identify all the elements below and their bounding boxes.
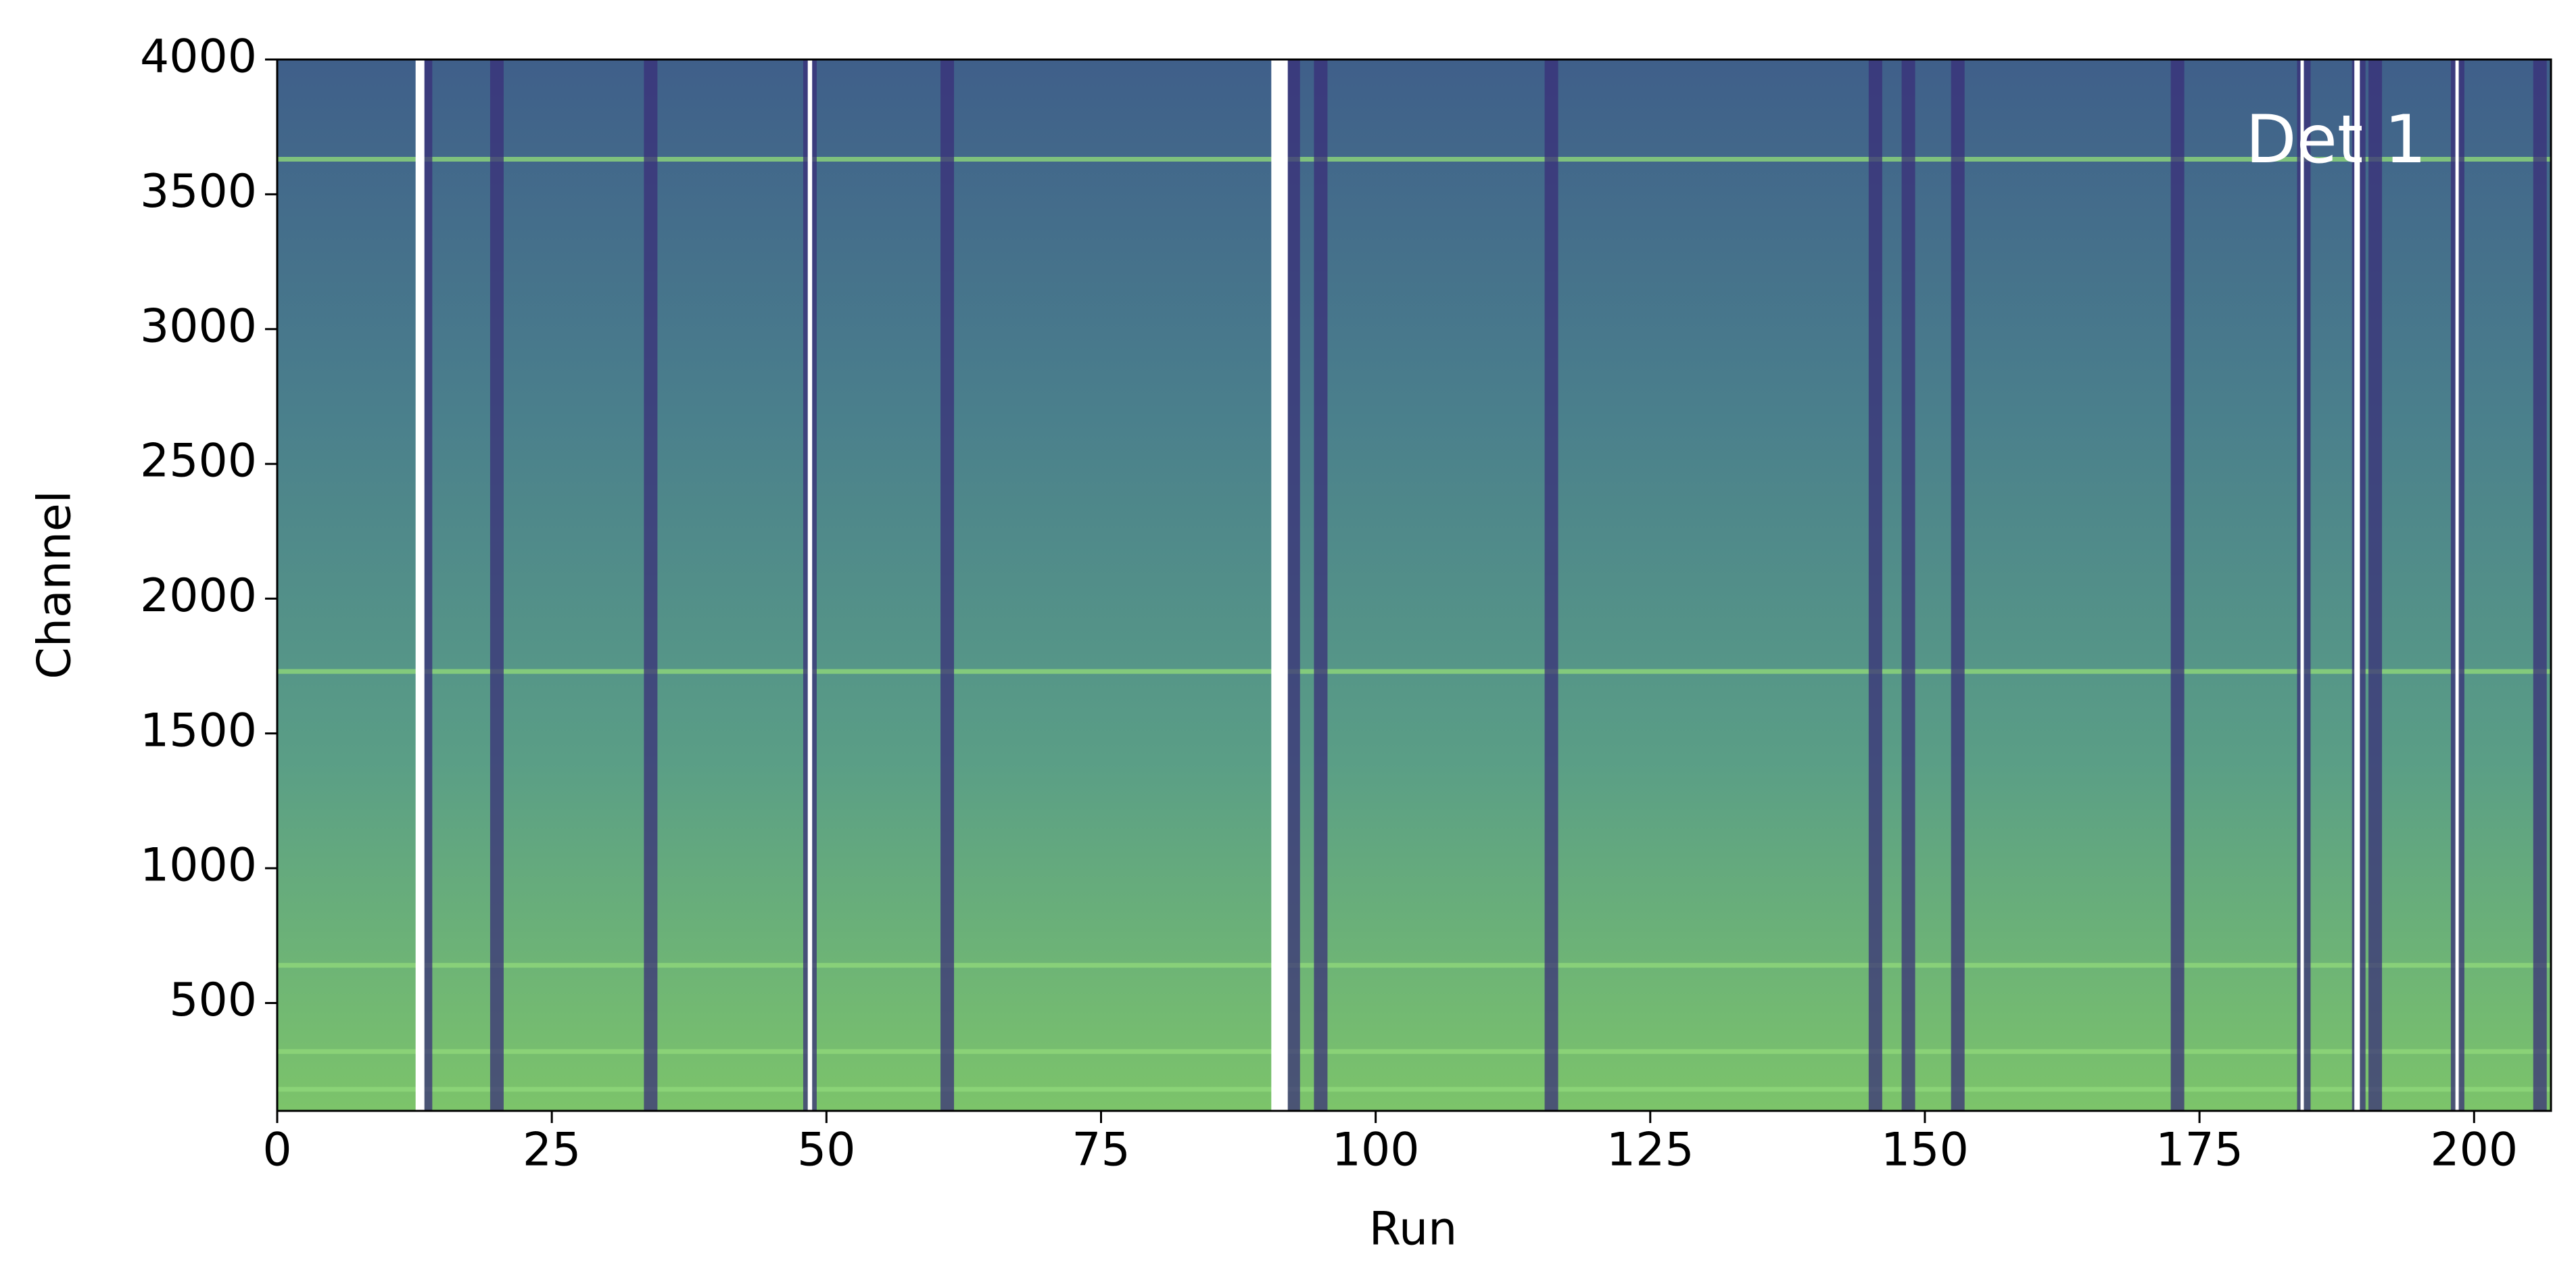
x-tick-label: 150 xyxy=(1881,1124,1969,1177)
x-axis-label: Run xyxy=(1369,1203,1457,1256)
y-tick-label: 3000 xyxy=(140,300,257,353)
x-tick-label: 50 xyxy=(797,1124,856,1177)
heatmap-background xyxy=(277,59,2551,1111)
dark-run xyxy=(1544,59,1558,1111)
y-tick-label: 2000 xyxy=(140,569,257,623)
missing-run xyxy=(415,59,425,1111)
axes-frame xyxy=(276,58,2552,1112)
missing-run xyxy=(2354,59,2360,1111)
dark-run xyxy=(490,59,504,1111)
y-tick-label: 1000 xyxy=(140,839,257,892)
x-tick-label: 125 xyxy=(1606,1124,1694,1177)
y-tick-label: 3500 xyxy=(140,165,257,218)
y-tick-label: 4000 xyxy=(140,30,257,84)
dark-run xyxy=(1286,59,1300,1111)
plot-area xyxy=(277,59,2551,1111)
missing-run xyxy=(1271,59,1288,1111)
x-tick-label: 75 xyxy=(1072,1124,1130,1177)
dark-run xyxy=(2170,59,2185,1111)
dark-run xyxy=(1951,59,1965,1111)
dark-run xyxy=(1901,59,1915,1111)
x-tick-label: 175 xyxy=(2155,1124,2243,1177)
y-tick-label: 2500 xyxy=(140,435,257,488)
dark-run xyxy=(2368,59,2383,1111)
y-axis-label: Channel xyxy=(28,490,82,679)
missing-run xyxy=(2300,59,2304,1111)
missing-run xyxy=(807,59,813,1111)
annotation: Det 1 xyxy=(2245,101,2427,178)
x-tick-label: 0 xyxy=(262,1124,291,1177)
dark-run xyxy=(940,59,955,1111)
x-tick-label: 25 xyxy=(523,1124,581,1177)
y-tick-label: 1500 xyxy=(140,704,257,757)
x-tick-label: 200 xyxy=(2430,1124,2518,1177)
missing-run xyxy=(2455,59,2459,1111)
dark-run xyxy=(2533,59,2547,1111)
dark-run xyxy=(644,59,658,1111)
dark-run xyxy=(1314,59,1328,1111)
y-tick-label: 500 xyxy=(169,974,257,1027)
x-tick-label: 100 xyxy=(1332,1124,1420,1177)
dark-run xyxy=(1868,59,1882,1111)
